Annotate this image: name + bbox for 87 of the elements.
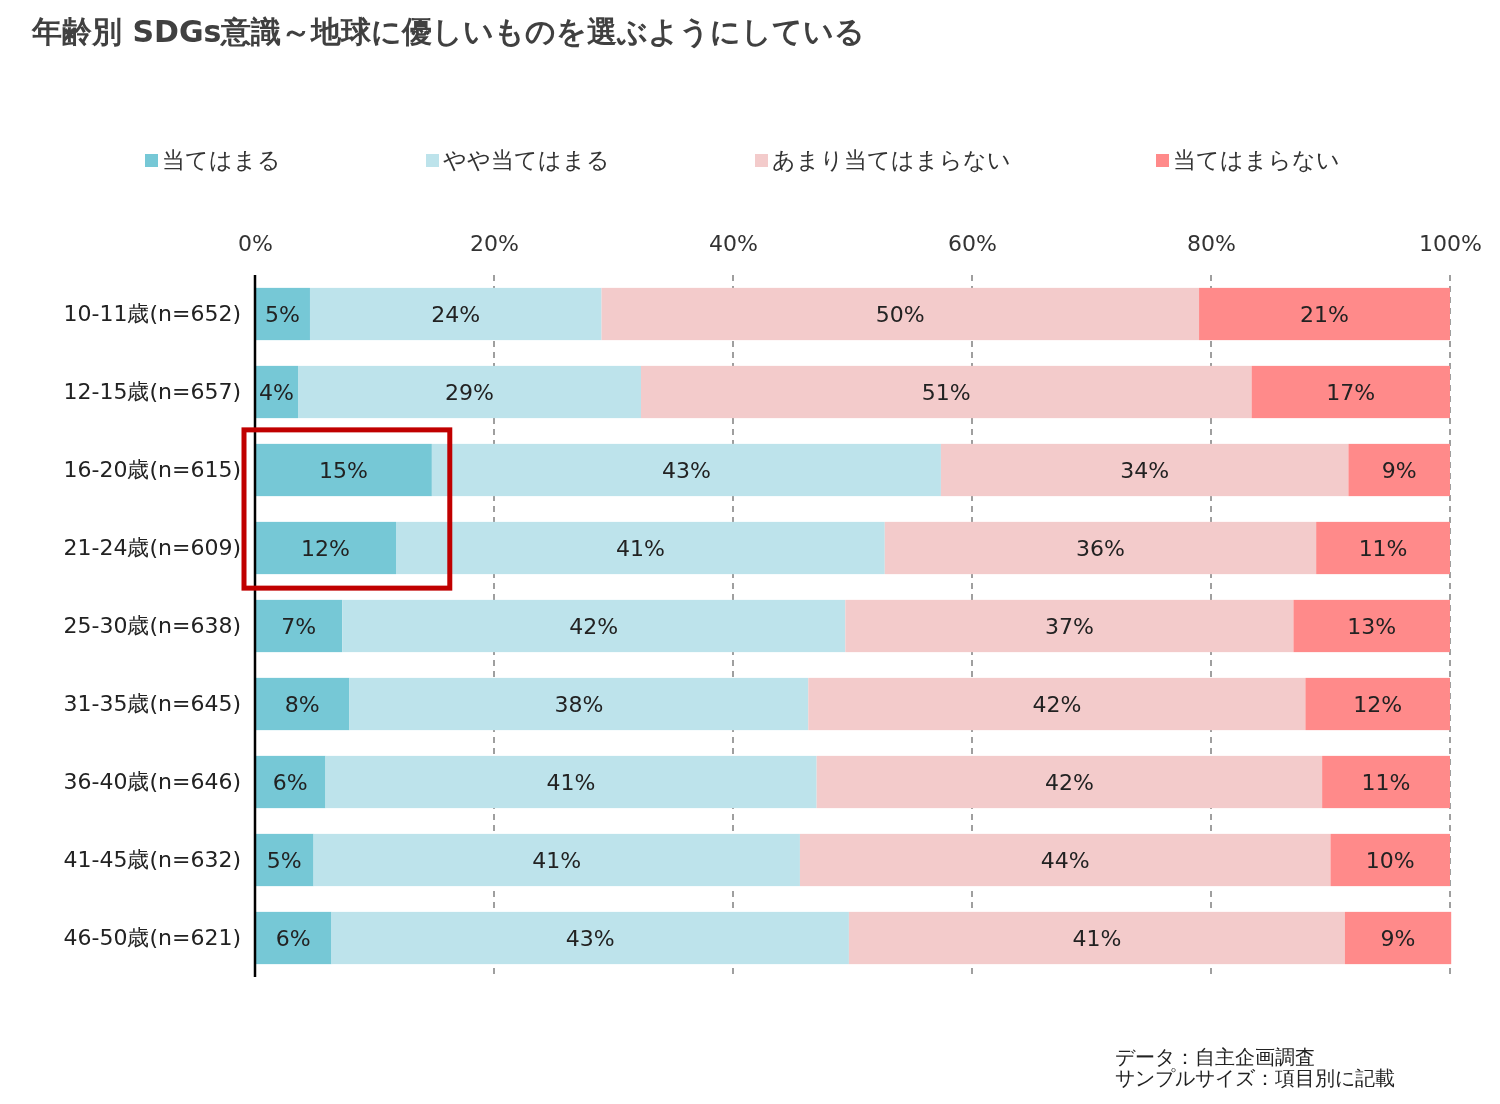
data-label: 6% (275, 925, 311, 951)
data-label: 10% (1365, 847, 1415, 873)
bar (255, 677, 350, 731)
y-tick-label: 12-15歳(n=657) (63, 379, 241, 405)
bar (342, 599, 846, 653)
y-tick-label: 46-50歳(n=621) (63, 925, 241, 951)
bar (848, 911, 1345, 965)
bar (799, 833, 1331, 887)
y-tick-label: 25-30歳(n=638) (63, 613, 241, 639)
data-label: 41% (546, 769, 596, 795)
x-tick-label: 40% (709, 230, 758, 256)
bar (309, 287, 602, 341)
data-label: 6% (272, 769, 308, 795)
data-label: 29% (445, 379, 494, 405)
bar (1305, 677, 1451, 731)
bar (313, 833, 800, 887)
y-tick-label: 16-20歳(n=615) (63, 457, 241, 483)
x-tick-label: 60% (948, 230, 997, 256)
y-tick-label: 31-35歳(n=645) (63, 691, 241, 717)
bar (1199, 287, 1450, 341)
bar (1348, 443, 1451, 497)
bar (808, 677, 1306, 731)
bar (1316, 521, 1450, 575)
data-label: 17% (1326, 379, 1376, 405)
data-label: 34% (1120, 457, 1170, 483)
legend-label: あまり当てはまらない (772, 147, 1011, 174)
data-label: 7% (281, 613, 317, 639)
data-label: 44% (1040, 847, 1090, 873)
legend-label: 当てはまる (162, 147, 281, 174)
x-tick-label: 0% (238, 230, 273, 256)
bar (349, 677, 809, 731)
data-label: 37% (1044, 613, 1094, 639)
y-tick-label: 41-45歳(n=632) (63, 847, 241, 873)
data-label: 12% (1353, 691, 1403, 717)
data-label: 15% (318, 457, 368, 483)
data-label: 5% (265, 301, 300, 327)
y-tick-label: 21-24歳(n=609) (63, 535, 241, 561)
bar (1322, 755, 1451, 809)
bar (255, 911, 332, 965)
data-label: 11% (1358, 535, 1408, 561)
data-label: 50% (875, 301, 925, 327)
data-label: 42% (1032, 691, 1082, 717)
data-label: 43% (565, 925, 615, 951)
data-label: 51% (921, 379, 971, 405)
bar (255, 599, 343, 653)
bar (940, 443, 1349, 497)
data-label: 42% (1044, 769, 1094, 795)
bar (884, 521, 1317, 575)
x-tick-label: 100% (1419, 230, 1482, 256)
x-tick-label: 20% (470, 230, 519, 256)
data-label: 5% (266, 847, 302, 873)
data-label: 11% (1361, 769, 1411, 795)
bar (845, 599, 1294, 653)
bar (640, 365, 1252, 419)
legend-label: やや当てはまる (443, 147, 610, 174)
legend-label: 当てはまらない (1173, 147, 1340, 174)
bar (255, 521, 397, 575)
data-label: 4% (259, 379, 294, 405)
chart-title: 年齢別 SDGs意識～地球に優しいものを選ぶようにしている (31, 14, 866, 49)
data-label: 42% (569, 613, 619, 639)
bar (1251, 365, 1450, 419)
data-label: 41% (1072, 925, 1122, 951)
data-label: 13% (1347, 613, 1397, 639)
bar (1344, 911, 1452, 965)
bar (255, 833, 314, 887)
data-label: 36% (1076, 535, 1125, 561)
data-label: 8% (284, 691, 320, 717)
x-tick-label: 80% (1187, 230, 1236, 256)
data-label: 9% (1381, 457, 1417, 483)
y-tick-label: 36-40歳(n=646) (63, 769, 241, 795)
bar (1293, 599, 1450, 653)
bar (255, 755, 326, 809)
bar (325, 755, 817, 809)
data-label: 9% (1380, 925, 1416, 951)
data-label: 41% (615, 535, 665, 561)
data-label: 24% (431, 301, 481, 327)
bar (601, 287, 1200, 341)
data-label: 43% (661, 457, 711, 483)
data-label: 41% (532, 847, 582, 873)
bar (816, 755, 1323, 809)
data-label: 12% (301, 535, 350, 561)
bar (1330, 833, 1450, 887)
y-tick-label: 10-11歳(n=652) (63, 301, 241, 327)
data-label: 38% (554, 691, 604, 717)
bar (331, 911, 849, 965)
data-label: 21% (1300, 301, 1349, 327)
bar (298, 365, 641, 419)
